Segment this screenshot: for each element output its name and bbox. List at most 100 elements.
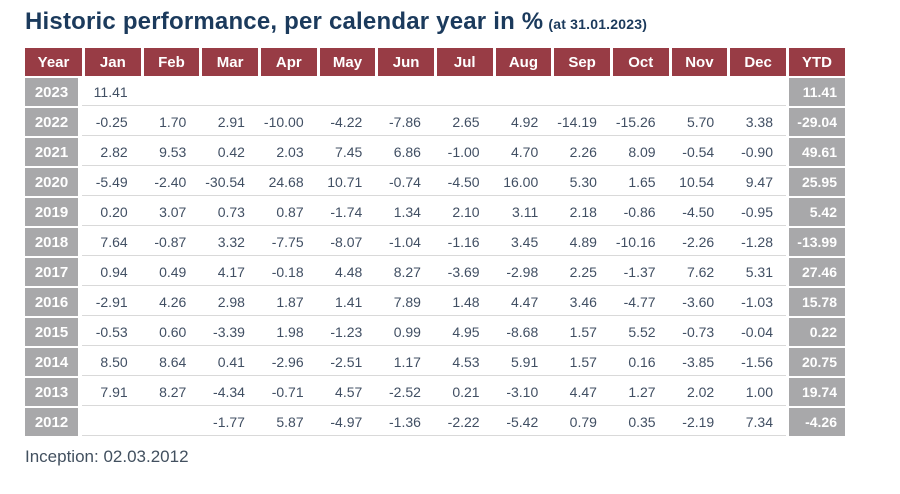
month-value-cell: -2.96 — [257, 348, 317, 376]
month-value-cell: 3.45 — [492, 228, 552, 256]
ytd-cell: -13.99 — [786, 228, 845, 256]
month-value-cell: 1.70 — [140, 108, 200, 136]
month-value-cell: 7.64 — [82, 228, 141, 256]
page-title: Historic performance, per calendar year … — [25, 8, 875, 36]
month-value-cell: 0.41 — [199, 348, 258, 376]
table-row-2018: 2018 7.64 -0.87 3.32 -7.75 -8.07 -1.04 -1.16 3.4… — [25, 228, 845, 256]
month-value-cell: -1.77 — [199, 408, 258, 436]
month-value-cell — [82, 408, 141, 436]
column-header-apr: Apr — [257, 48, 317, 76]
inception-note: Inception: 02.03.2012 — [25, 447, 189, 466]
month-value-cell: -15.26 — [609, 108, 669, 136]
month-value-cell: -1.00 — [433, 138, 493, 166]
month-value-cell: 4.95 — [433, 318, 493, 346]
ytd-cell: -29.04 — [786, 108, 845, 136]
month-value-cell: 0.49 — [140, 258, 200, 286]
month-value-cell: -2.98 — [492, 258, 552, 286]
month-value-cell: 4.92 — [492, 108, 552, 136]
column-header-ytd: YTD — [786, 48, 845, 76]
month-value-cell: -4.22 — [316, 108, 376, 136]
month-value-cell: -2.52 — [375, 378, 434, 406]
month-value-cell: 1.57 — [551, 348, 610, 376]
month-value-cell: 3.46 — [551, 288, 610, 316]
month-value-cell: -2.51 — [316, 348, 376, 376]
month-value-cell: -1.37 — [609, 258, 669, 286]
year-cell: 2023 — [25, 78, 82, 106]
month-value-cell: 5.31 — [727, 258, 786, 286]
month-value-cell: -0.25 — [82, 108, 141, 136]
month-value-cell: -4.77 — [609, 288, 669, 316]
month-value-cell: 10.54 — [668, 168, 728, 196]
table-row-2014: 2014 8.50 8.64 0.41 -2.96 -2.51 1.17 4.53 5.91 1.… — [25, 348, 845, 376]
month-value-cell: -2.22 — [433, 408, 493, 436]
month-value-cell: 4.48 — [316, 258, 376, 286]
month-value-cell: 7.89 — [375, 288, 434, 316]
month-value-cell: 2.10 — [433, 198, 493, 226]
column-header-feb: Feb — [140, 48, 200, 76]
ytd-cell: 27.46 — [786, 258, 845, 286]
ytd-cell: 0.22 — [786, 318, 845, 346]
table-row-2013: 2013 7.91 8.27 -4.34 -0.71 4.57 -2.52 0.21 -3.10… — [25, 378, 845, 406]
column-header-mar: Mar — [199, 48, 258, 76]
month-value-cell: 3.07 — [140, 198, 200, 226]
month-value-cell: -4.50 — [433, 168, 493, 196]
month-value-cell: -1.16 — [433, 228, 493, 256]
month-value-cell: 1.41 — [316, 288, 376, 316]
month-value-cell: 0.94 — [82, 258, 141, 286]
ytd-cell: 19.74 — [786, 378, 845, 406]
month-value-cell: -30.54 — [199, 168, 258, 196]
month-value-cell: -0.53 — [82, 318, 141, 346]
month-value-cell: -10.00 — [257, 108, 317, 136]
month-value-cell: 0.16 — [609, 348, 669, 376]
month-value-cell: -1.28 — [727, 228, 786, 256]
table-row-2012: 2012 -1.77 5.87 -4.97 -1.36 -2.22 -5.42 0.79 0.3… — [25, 408, 845, 436]
month-value-cell: 0.20 — [82, 198, 141, 226]
month-value-cell: -1.74 — [316, 198, 376, 226]
table-row-2019: 2019 0.20 3.07 0.73 0.87 -1.74 1.34 2.10 3.11 2.1… — [25, 198, 845, 226]
year-cell: 2022 — [25, 108, 82, 136]
column-header-year: Year — [25, 48, 82, 76]
month-value-cell: 0.21 — [433, 378, 493, 406]
month-value-cell: -8.07 — [316, 228, 376, 256]
month-value-cell: -0.54 — [668, 138, 728, 166]
month-value-cell: -1.03 — [727, 288, 786, 316]
month-value-cell: 5.87 — [257, 408, 317, 436]
column-header-aug: Aug — [492, 48, 552, 76]
page-title-text: Historic performance, per calendar year … — [25, 8, 544, 35]
month-value-cell: 0.87 — [257, 198, 317, 226]
month-value-cell: -3.85 — [668, 348, 728, 376]
month-value-cell: 3.38 — [727, 108, 786, 136]
month-value-cell: 2.25 — [551, 258, 610, 286]
month-value-cell: 9.53 — [140, 138, 200, 166]
month-value-cell: 3.32 — [199, 228, 258, 256]
table-row-2021: 2021 2.82 9.53 0.42 2.03 7.45 6.86 -1.00 4.70 2.2… — [25, 138, 845, 166]
month-value-cell: 2.98 — [199, 288, 258, 316]
year-cell: 2018 — [25, 228, 82, 256]
month-value-cell: 11.41 — [82, 78, 141, 106]
month-value-cell: -2.40 — [140, 168, 200, 196]
month-value-cell: 1.48 — [433, 288, 493, 316]
month-value-cell: 1.65 — [609, 168, 669, 196]
month-value-cell: 3.11 — [492, 198, 552, 226]
month-value-cell — [433, 78, 493, 106]
month-value-cell: 1.34 — [375, 198, 434, 226]
month-value-cell: -0.95 — [727, 198, 786, 226]
month-value-cell: 0.79 — [551, 408, 610, 436]
month-value-cell: 7.62 — [668, 258, 728, 286]
month-value-cell: 2.02 — [668, 378, 728, 406]
month-value-cell: 2.65 — [433, 108, 493, 136]
month-value-cell: -0.71 — [257, 378, 317, 406]
month-value-cell: 7.91 — [82, 378, 141, 406]
month-value-cell: 1.98 — [257, 318, 317, 346]
month-value-cell: 0.60 — [140, 318, 200, 346]
month-value-cell: 2.18 — [551, 198, 610, 226]
month-value-cell: 24.68 — [257, 168, 317, 196]
year-cell: 2016 — [25, 288, 82, 316]
month-value-cell: -1.04 — [375, 228, 434, 256]
month-value-cell: -0.90 — [727, 138, 786, 166]
month-value-cell: -7.75 — [257, 228, 317, 256]
month-value-cell — [316, 78, 376, 106]
month-value-cell: -5.49 — [82, 168, 141, 196]
month-value-cell — [199, 78, 258, 106]
year-cell: 2019 — [25, 198, 82, 226]
